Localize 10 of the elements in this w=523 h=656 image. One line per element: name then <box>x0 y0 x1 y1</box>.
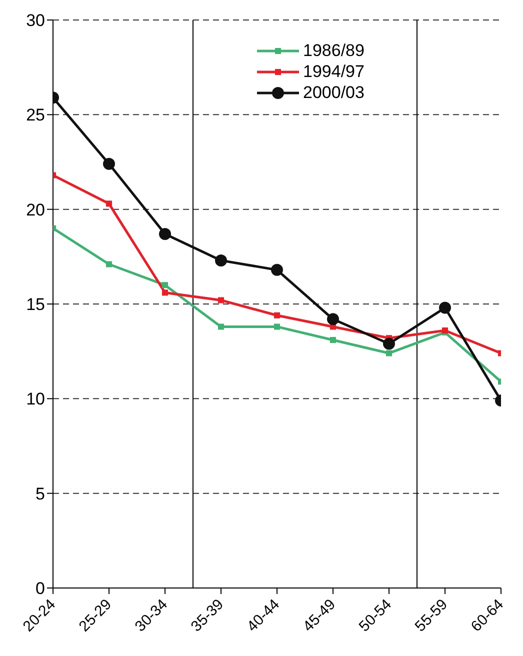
y-tick-label: 15 <box>26 295 45 314</box>
legend-label: 1986/89 <box>303 40 364 61</box>
y-tick-label: 20 <box>26 200 45 220</box>
legend-label: 2000/03 <box>303 82 364 103</box>
y-tick-label: 30 <box>26 11 45 30</box>
y-tick-label: 0 <box>36 579 45 598</box>
y-tick-label: 10 <box>26 390 45 409</box>
legend-label: 1994/97 <box>303 61 364 82</box>
y-tick-label: 5 <box>36 484 45 504</box>
y-tick-label: 25 <box>26 106 45 125</box>
